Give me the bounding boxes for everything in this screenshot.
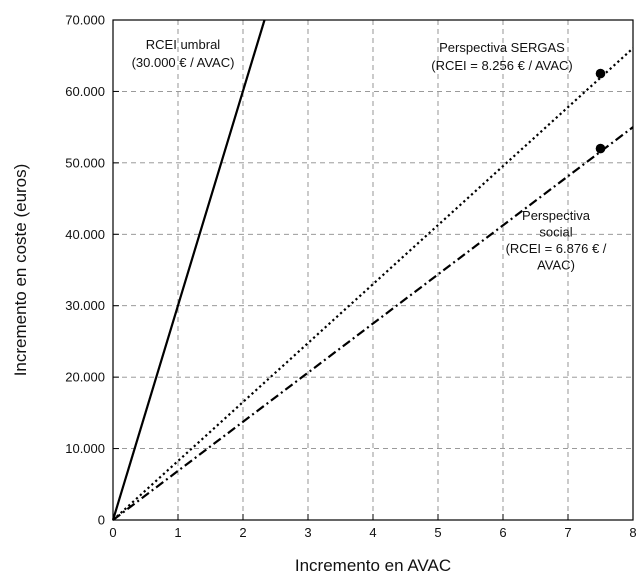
x-tick-label: 1 <box>174 525 181 540</box>
y-tick-label: 30.000 <box>65 298 105 313</box>
x-tick-label: 7 <box>564 525 571 540</box>
x-tick-label: 2 <box>239 525 246 540</box>
y-tick-label: 40.000 <box>65 227 105 242</box>
annotation-social-line-1: social <box>539 225 572 240</box>
points-group <box>595 68 606 154</box>
y-tick-label: 70.000 <box>65 13 105 28</box>
data-point-1 <box>595 143 606 154</box>
annotation-sergas-line-1: (RCEI = 8.256 € / AVAC) <box>431 58 573 73</box>
annotation-social-line-3: AVAC) <box>537 258 575 273</box>
x-tick-label: 5 <box>434 525 441 540</box>
annotation-umbral-line-0: RCEI umbral <box>146 37 221 52</box>
x-tick-label: 3 <box>304 525 311 540</box>
x-tick-label: 8 <box>629 525 636 540</box>
annotation-social-line-2: (RCEI = 6.876 € / <box>506 241 607 256</box>
y-axis-title: Incremento en coste (euros) <box>11 164 30 377</box>
x-tick-label: 6 <box>499 525 506 540</box>
grid <box>113 20 633 520</box>
y-tick-label: 60.000 <box>65 84 105 99</box>
y-axis: 0 10.000 20.000 30.000 40.000 50.000 60.000 70.… <box>65 13 119 528</box>
y-tick-label: 50.000 <box>65 155 105 170</box>
annotations-group: RCEI umbral (30.000 € / AVAC) Perspectiva … <box>132 37 607 273</box>
data-point-0 <box>595 68 606 79</box>
x-tick-label: 0 <box>109 525 116 540</box>
annotation-umbral-line-1: (30.000 € / AVAC) <box>132 55 235 70</box>
y-tick-label: 0 <box>98 513 105 528</box>
x-tick-label: 4 <box>369 525 376 540</box>
x-axis: 0 1 2 3 4 5 6 7 8 <box>109 514 637 540</box>
series-line-2 <box>112 126 634 521</box>
annotation-sergas-line-0: Perspectiva SERGAS <box>439 40 565 55</box>
x-axis-title: Incremento en AVAC <box>295 556 451 575</box>
series-group <box>111 19 634 521</box>
y-tick-label: 20.000 <box>65 370 105 385</box>
annotation-social-line-0: Perspectiva <box>522 208 591 223</box>
series-line-0 <box>111 19 266 521</box>
y-tick-label: 10.000 <box>65 441 105 456</box>
